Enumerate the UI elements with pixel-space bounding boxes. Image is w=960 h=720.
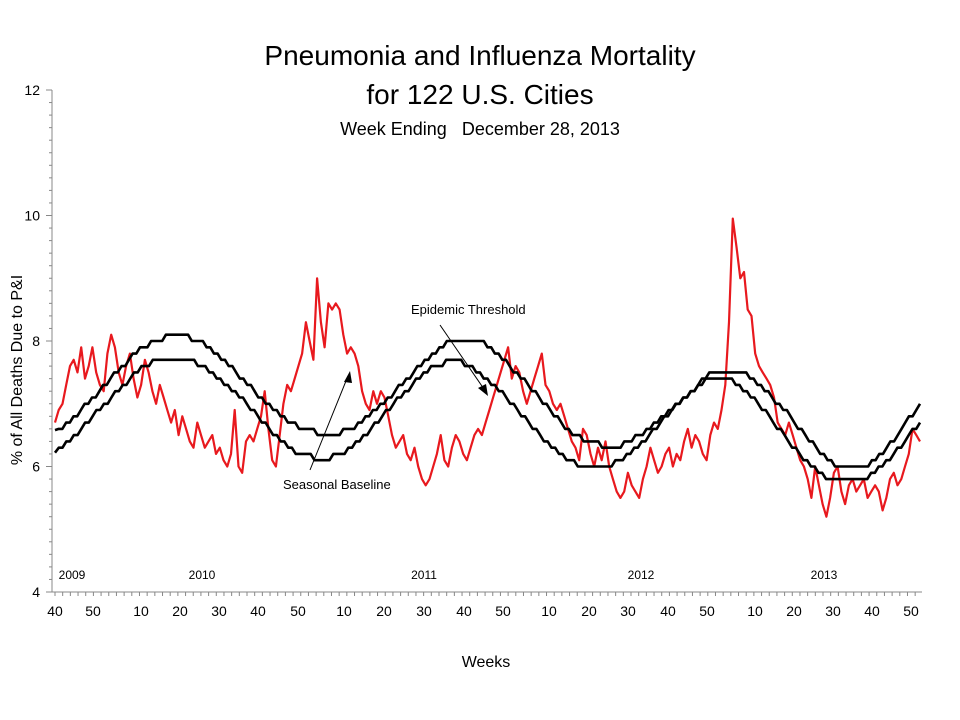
annotation-epidemic-threshold: Epidemic Threshold xyxy=(411,302,526,317)
x-tick-label: 50 xyxy=(85,603,101,619)
y-tick-label: 6 xyxy=(32,459,40,475)
x-tick-label: 50 xyxy=(903,603,919,619)
x-tick-label: 50 xyxy=(290,603,306,619)
y-tick-label: 8 xyxy=(32,333,40,349)
x-tick-label: 50 xyxy=(699,603,715,619)
year-label: 2012 xyxy=(628,568,655,582)
x-tick-label: 50 xyxy=(495,603,511,619)
series-epidemic-threshold xyxy=(54,333,922,468)
arrowhead-epidemic-threshold xyxy=(478,384,488,396)
x-tick-label: 40 xyxy=(456,603,472,619)
chart-title-line2: for 122 U.S. Cities xyxy=(366,79,593,110)
arrow-seasonal-baseline xyxy=(309,375,349,471)
year-label: 2011 xyxy=(411,568,437,582)
year-label: 2013 xyxy=(811,568,838,582)
x-tick-label: 30 xyxy=(825,603,841,619)
x-tick-label: 10 xyxy=(747,603,763,619)
x-tick-label: 30 xyxy=(416,603,432,619)
arrow-epidemic-threshold xyxy=(439,324,487,393)
series-seasonal-baseline xyxy=(53,358,922,481)
year-label: 2009 xyxy=(59,568,86,582)
year-label: 2010 xyxy=(189,568,216,582)
y-axis-label: % of All Deaths Due to P&I xyxy=(9,275,26,465)
x-tick-label: 30 xyxy=(211,603,227,619)
x-tick-label: 20 xyxy=(581,603,597,619)
x-tick-label: 20 xyxy=(786,603,802,619)
chart-subtitle: Week Ending December 28, 2013 xyxy=(340,119,620,139)
y-tick-label: 12 xyxy=(24,82,40,98)
x-tick-labels: 40 50 10 20 30 40 50 10 20 30 40 50 10 20 30 40 50 10 20 30… xyxy=(47,603,919,619)
arrowhead-seasonal-baseline xyxy=(344,371,352,383)
series-observed xyxy=(53,217,921,518)
x-tick-label: 40 xyxy=(864,603,880,619)
x-tick-label: 20 xyxy=(172,603,188,619)
x-tick-label: 10 xyxy=(336,603,352,619)
series-layer xyxy=(53,217,922,518)
x-tick-label: 10 xyxy=(133,603,149,619)
x-axis-label: Weeks xyxy=(462,654,511,671)
year-labels: 2009 2010 2011 2012 2013 xyxy=(59,568,838,582)
x-tick-label: 40 xyxy=(47,603,63,619)
y-tick-label: 4 xyxy=(32,584,40,600)
chart-title-line1: Pneumonia and Influenza Mortality xyxy=(264,40,695,71)
y-tick-label: 10 xyxy=(24,208,40,224)
x-tick-label: 20 xyxy=(376,603,392,619)
x-tick-label: 40 xyxy=(250,603,266,619)
annotation-seasonal-baseline: Seasonal Baseline xyxy=(283,477,391,492)
x-tick-label: 10 xyxy=(541,603,557,619)
y-minor-ticks xyxy=(46,89,52,593)
x-tick-label: 40 xyxy=(660,603,676,619)
x-ticks xyxy=(54,592,916,596)
x-tick-label: 30 xyxy=(620,603,636,619)
y-tick-labels: 4 6 8 10 12 xyxy=(24,82,40,600)
